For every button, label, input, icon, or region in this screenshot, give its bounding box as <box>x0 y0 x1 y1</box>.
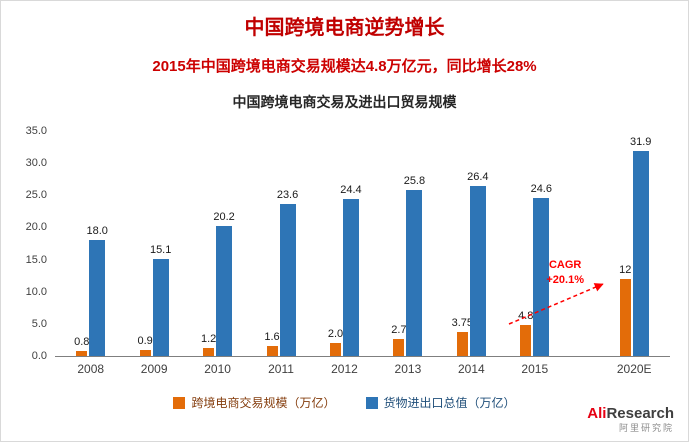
bar-group: 1.6 23.6 <box>249 132 312 356</box>
bar-ecommerce: 1.2 <box>201 333 216 356</box>
bar-ecommerce: 12 <box>619 264 631 356</box>
value-label: 1.6 <box>264 330 280 343</box>
bar-trade: 25.8 <box>404 175 425 356</box>
bar-ecommerce: 2.0 <box>328 328 343 356</box>
value-label: 2.0 <box>327 328 344 341</box>
x-tick-label: 2015 <box>521 362 549 376</box>
bar-group: 0.8 18.0 <box>59 132 122 356</box>
bar-ecommerce: 0.9 <box>138 335 153 356</box>
chart-title: 中国跨境电商交易及进出口贸易规模 <box>232 94 457 110</box>
logo-research-text: Research <box>606 405 674 423</box>
bar-group: 12 31.9 <box>603 132 666 356</box>
legend-swatch <box>365 396 378 409</box>
x-tick-label: 2013 <box>394 362 422 376</box>
x-tick-label: 2012 <box>331 362 358 376</box>
bar-trade: 31.9 <box>630 136 651 356</box>
bar-group: 2.0 24.4 <box>313 132 376 356</box>
value-label: 0.9 <box>137 335 153 348</box>
value-label: 2.7 <box>391 323 407 336</box>
bar-group: 0.9 15.1 <box>122 132 185 356</box>
value-label: 20.2 <box>213 211 235 224</box>
legend-item: 货物进出口总值（万亿） <box>365 394 516 411</box>
x-tick-label: 2011 <box>268 362 294 376</box>
value-label: 26.4 <box>467 171 489 184</box>
value-label: 0.8 <box>74 335 90 348</box>
bar-trade: 18.0 <box>87 225 108 356</box>
bar-trade: 24.6 <box>531 183 552 356</box>
y-tick-label: 20.0 <box>25 221 47 234</box>
bar-trade: 15.1 <box>150 244 171 356</box>
x-tick-label: 2008 <box>77 362 105 376</box>
x-tick-label: 2010 <box>204 362 231 376</box>
legend-swatch <box>173 396 186 409</box>
x-tick-label: 2020E <box>616 362 652 376</box>
plot-wrap: 0.8 18.0 0.9 15.1 1.2 20.2 1.6 23.6 2.0 24.4 2.7 25… <box>55 132 670 376</box>
legend-item: 跨境电商交易规模（万亿） <box>173 394 336 411</box>
main-title: 中国跨境电商逆势增长 <box>244 17 445 39</box>
value-label: 24.4 <box>340 184 362 197</box>
bar-group: 4.8 24.6 <box>503 132 566 356</box>
cagr-annotation-line2: +20.1% <box>546 274 584 287</box>
value-label: 23.6 <box>276 189 299 202</box>
bar-ecommerce: 3.75 <box>452 317 473 356</box>
y-tick-label: 5.0 <box>31 317 47 330</box>
bar-ecommerce: 0.8 <box>74 336 89 356</box>
aliresearch-logo: AliResearch 阿里研究院 <box>587 405 674 433</box>
y-tick-label: 15.0 <box>25 253 47 266</box>
bar-ecommerce: 4.8 <box>518 310 533 356</box>
x-tick-label: 2009 <box>140 362 168 376</box>
legend-label: 跨境电商交易规模（万亿） <box>191 396 336 410</box>
y-tick-label: 25.0 <box>25 189 47 202</box>
legend-label: 货物进出口总值（万亿） <box>383 396 516 410</box>
aliresearch-logo-text: AliResearch <box>587 405 674 422</box>
bar-group: 2.7 25.8 <box>376 132 439 356</box>
bar-groups: 0.8 18.0 0.9 15.1 1.2 20.2 1.6 23.6 2.0 24.4 2.7 25… <box>55 132 670 356</box>
cagr-annotation: CAGR +20.1% <box>546 258 584 289</box>
bar-trade: 20.2 <box>213 211 235 356</box>
y-axis: 35.0 30.0 25.0 20.0 15.0 10.0 5.0 0.0 <box>15 125 55 362</box>
x-axis-labels: 2008 2009 2010 2011 2012 2013 2014 2015 2020E <box>55 362 670 376</box>
plot-area: 0.8 18.0 0.9 15.1 1.2 20.2 1.6 23.6 2.0 24.4 2.7 25… <box>55 132 670 357</box>
subtitle: 2015年中国跨境电商交易规模达4.8万亿元，同比增长28% <box>152 58 537 75</box>
y-tick-label: 30.0 <box>25 157 47 170</box>
value-label: 12 <box>619 263 632 276</box>
cagr-annotation-line1: CAGR <box>548 259 582 271</box>
value-label: 18.0 <box>86 225 108 238</box>
logo-chinese-text: 阿里研究院 <box>618 422 674 433</box>
bar-chart: 35.0 30.0 25.0 20.0 15.0 10.0 5.0 0.0 0.8 18.0 0.… <box>15 125 670 376</box>
bar-trade: 23.6 <box>277 189 298 356</box>
bar-ecommerce: 2.7 <box>391 324 407 356</box>
chart-legend: 跨境电商交易规模（万亿） 货物进出口总值（万亿） <box>1 394 688 411</box>
bar-group: 3.75 26.4 <box>440 132 503 356</box>
bar-trade: 26.4 <box>467 171 489 356</box>
y-tick-label: 35.0 <box>25 125 47 137</box>
logo-ali-text: Ali <box>587 405 607 423</box>
x-tick-label: 2014 <box>457 362 485 376</box>
value-label: 31.9 <box>630 135 652 148</box>
y-tick-label: 0.0 <box>31 350 47 362</box>
bar-ecommerce: 1.6 <box>264 331 280 356</box>
value-label: 1.2 <box>200 333 217 346</box>
bar-group: 1.2 20.2 <box>186 132 249 356</box>
value-label: 15.1 <box>149 243 172 256</box>
value-label: 4.8 <box>518 310 534 323</box>
bar-trade: 24.4 <box>340 184 362 356</box>
value-label: 24.6 <box>530 182 552 195</box>
value-label: 3.75 <box>451 316 474 329</box>
cagr-arrow <box>508 283 604 325</box>
y-tick-label: 10.0 <box>25 285 47 298</box>
value-label: 25.8 <box>403 175 426 188</box>
